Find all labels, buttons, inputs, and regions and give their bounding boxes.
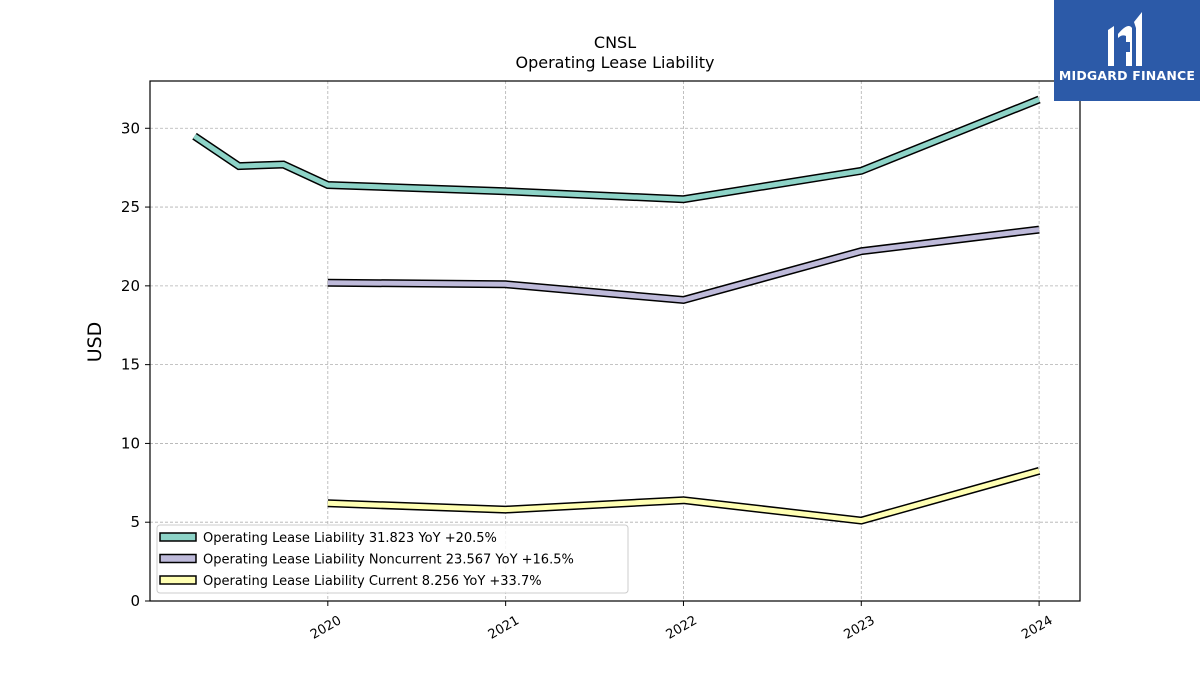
y-tick-label: 25 [121, 198, 140, 216]
y-tick-label: 30 [121, 119, 140, 137]
series-group [192, 95, 1041, 525]
chart-subtitle: Operating Lease Liability [515, 53, 714, 72]
x-axis: 2020 2021 2022 2023 2024 [308, 601, 1055, 643]
grid [150, 81, 1080, 602]
legend: Operating Lease Liability 31.823 YoY +20… [156, 524, 629, 594]
series-line [327, 468, 1040, 524]
x-tick-label: 2020 [308, 613, 344, 643]
legend-swatch [159, 532, 197, 542]
legend-swatch [159, 553, 197, 564]
logo-text: MIDGARD FINANCE [1058, 68, 1196, 83]
legend-box [156, 524, 629, 594]
x-tick-label: 2023 [841, 613, 877, 643]
plot-frame [149, 80, 1081, 602]
series-1 [327, 225, 1040, 305]
chart-title: CNSL [594, 33, 636, 52]
y-tick-label: 20 [121, 277, 140, 295]
y-axis-label: USD [84, 322, 106, 363]
logo-mark-icon [1108, 12, 1142, 66]
y-axis: 0 5 10 15 20 25 30 [121, 119, 150, 610]
legend-entry: Operating Lease Liability Noncurrent 23.… [203, 553, 574, 568]
y-tick-label: 5 [130, 513, 140, 531]
series-0 [192, 95, 1041, 204]
legend-swatch [159, 575, 197, 585]
series-2 [327, 467, 1041, 525]
logo: MIDGARD FINANCE [1054, 0, 1200, 101]
legend-entry: Operating Lease Liability Current 8.256 … [203, 574, 542, 589]
series-line [327, 227, 1040, 303]
x-tick-label: 2022 [664, 613, 700, 643]
x-tick-label: 2021 [486, 613, 522, 643]
y-tick-label: 0 [130, 592, 140, 610]
x-tick-label: 2024 [1019, 613, 1055, 643]
legend-entry: Operating Lease Liability 31.823 YoY +20… [203, 531, 497, 546]
y-tick-label: 10 [121, 434, 140, 452]
y-tick-label: 15 [121, 356, 140, 374]
series-line [193, 97, 1041, 202]
